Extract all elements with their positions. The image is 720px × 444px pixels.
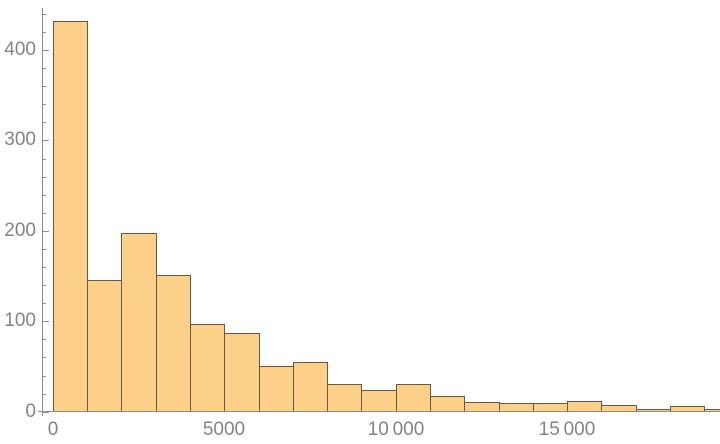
y-minor-tick xyxy=(42,177,46,178)
x-tick-label: 0 xyxy=(47,419,59,440)
y-minor-tick xyxy=(42,376,46,377)
y-minor-tick xyxy=(42,267,46,268)
y-major-tick xyxy=(42,140,49,141)
y-minor-tick xyxy=(42,86,46,87)
histogram-bar-2 xyxy=(121,233,157,412)
y-minor-tick xyxy=(42,68,46,69)
y-minor-tick xyxy=(42,213,46,214)
y-minor-tick xyxy=(42,357,46,358)
histogram-bar-8 xyxy=(327,384,362,412)
y-minor-tick xyxy=(42,249,46,250)
x-tick-label: 15 000 xyxy=(538,419,596,440)
y-major-tick xyxy=(42,50,49,51)
y-minor-tick xyxy=(42,14,46,15)
y-tick-label: 300 xyxy=(4,129,36,150)
y-tick-label: 100 xyxy=(4,310,36,331)
histogram-bar-5 xyxy=(224,333,260,412)
y-major-tick xyxy=(42,412,49,413)
y-minor-tick xyxy=(42,195,46,196)
y-minor-tick xyxy=(42,122,46,123)
y-minor-tick xyxy=(42,285,46,286)
histogram-bar-9 xyxy=(361,390,397,412)
y-minor-tick xyxy=(42,394,46,395)
histogram-bar-10 xyxy=(396,384,431,412)
y-tick-label: 0 xyxy=(25,401,36,422)
x-axis-line xyxy=(38,411,720,412)
y-major-tick xyxy=(42,231,49,232)
histogram-bar-0 xyxy=(53,21,88,412)
histogram-bar-6 xyxy=(259,366,294,412)
x-tick-label: 5000 xyxy=(202,419,246,440)
y-minor-tick xyxy=(42,303,46,304)
histogram-bar-4 xyxy=(190,324,225,412)
y-major-tick xyxy=(42,321,49,322)
x-tick-label: 10 000 xyxy=(367,419,425,440)
y-minor-tick xyxy=(42,339,46,340)
histogram-bar-1 xyxy=(87,280,122,412)
histogram-bar-11 xyxy=(430,396,465,412)
histogram-bar-3 xyxy=(156,275,191,412)
y-minor-tick xyxy=(42,32,46,33)
y-minor-tick xyxy=(42,159,46,160)
y-tick-label: 200 xyxy=(4,220,36,241)
y-minor-tick xyxy=(42,104,46,105)
histogram-bar-7 xyxy=(293,362,328,412)
y-axis-line xyxy=(42,8,43,416)
y-tick-label: 400 xyxy=(4,39,36,60)
